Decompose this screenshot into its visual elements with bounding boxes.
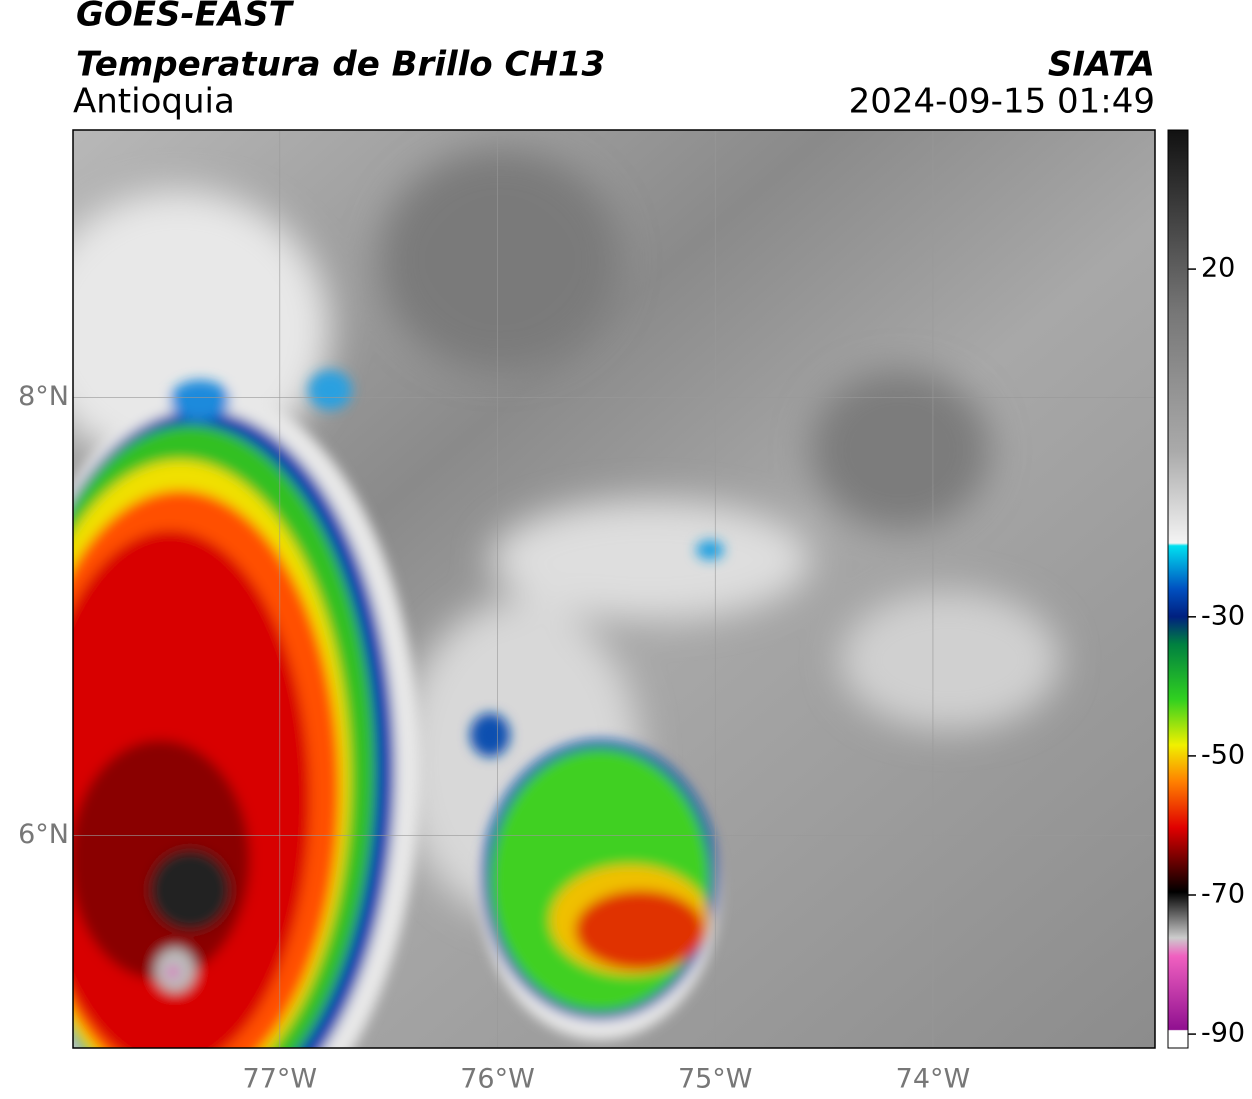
y-tick-label: 8°N bbox=[18, 381, 69, 412]
source: SIATA bbox=[1048, 45, 1155, 85]
product: Temperatura de Brillo CH13 bbox=[76, 45, 605, 85]
x-tick-label: 77°W bbox=[243, 1064, 318, 1095]
title: GOES-EAST bbox=[76, 0, 295, 35]
region: Antioquia bbox=[73, 82, 235, 122]
colorbar-tick-label: -90 bbox=[1201, 1018, 1245, 1049]
satellite-image bbox=[73, 130, 1155, 1048]
colorbar-tick-label: -30 bbox=[1201, 600, 1245, 631]
colorbar-tick-label: 20 bbox=[1201, 253, 1235, 284]
x-tick-label: 76°W bbox=[460, 1064, 535, 1095]
y-tick-label: 6°N bbox=[18, 819, 69, 850]
map-frame bbox=[72, 129, 1156, 1049]
x-tick-label: 74°W bbox=[896, 1064, 971, 1095]
colorbar-tick-label: -70 bbox=[1201, 879, 1245, 910]
colorbar bbox=[1167, 129, 1189, 1049]
x-tick-label: 75°W bbox=[678, 1064, 753, 1095]
colorbar-tick-label: -50 bbox=[1201, 739, 1245, 770]
datetime: 2024-09-15 01:49 bbox=[849, 82, 1155, 122]
